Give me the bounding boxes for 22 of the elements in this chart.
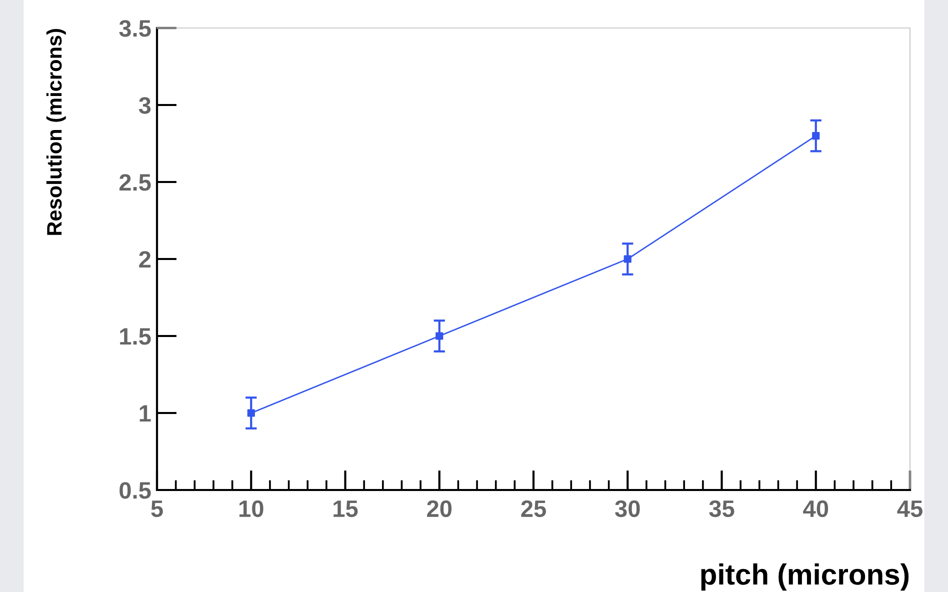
x-tick-label: 10 [239,500,264,518]
x-tick-label: 40 [803,500,828,518]
x-tick-label: 35 [709,500,734,518]
x-tick-label: 20 [427,500,452,518]
y-tick-label: 0.5 [120,482,151,499]
y-tick-label: 1 [140,405,151,422]
point [624,255,632,263]
x-tick-label: 30 [615,500,640,518]
y-axis-title: Resolution (microns) [46,29,66,235]
y-tick-label: 3 [138,97,151,114]
y-tick-label: 3.5 [119,20,151,37]
x-tick-label: 45 [897,500,922,518]
x-tick-label: 25 [521,500,546,518]
point [812,132,820,140]
point [247,409,255,417]
point [436,332,444,340]
x-tick-label: 5 [151,500,163,518]
x-axis-title: pitch (microns) [701,563,909,591]
x-tick-label: 15 [334,500,358,518]
y-tick-label: 2 [139,251,150,268]
y-tick-label: 1.5 [120,328,151,345]
y-tick-label: 2.5 [119,174,151,191]
